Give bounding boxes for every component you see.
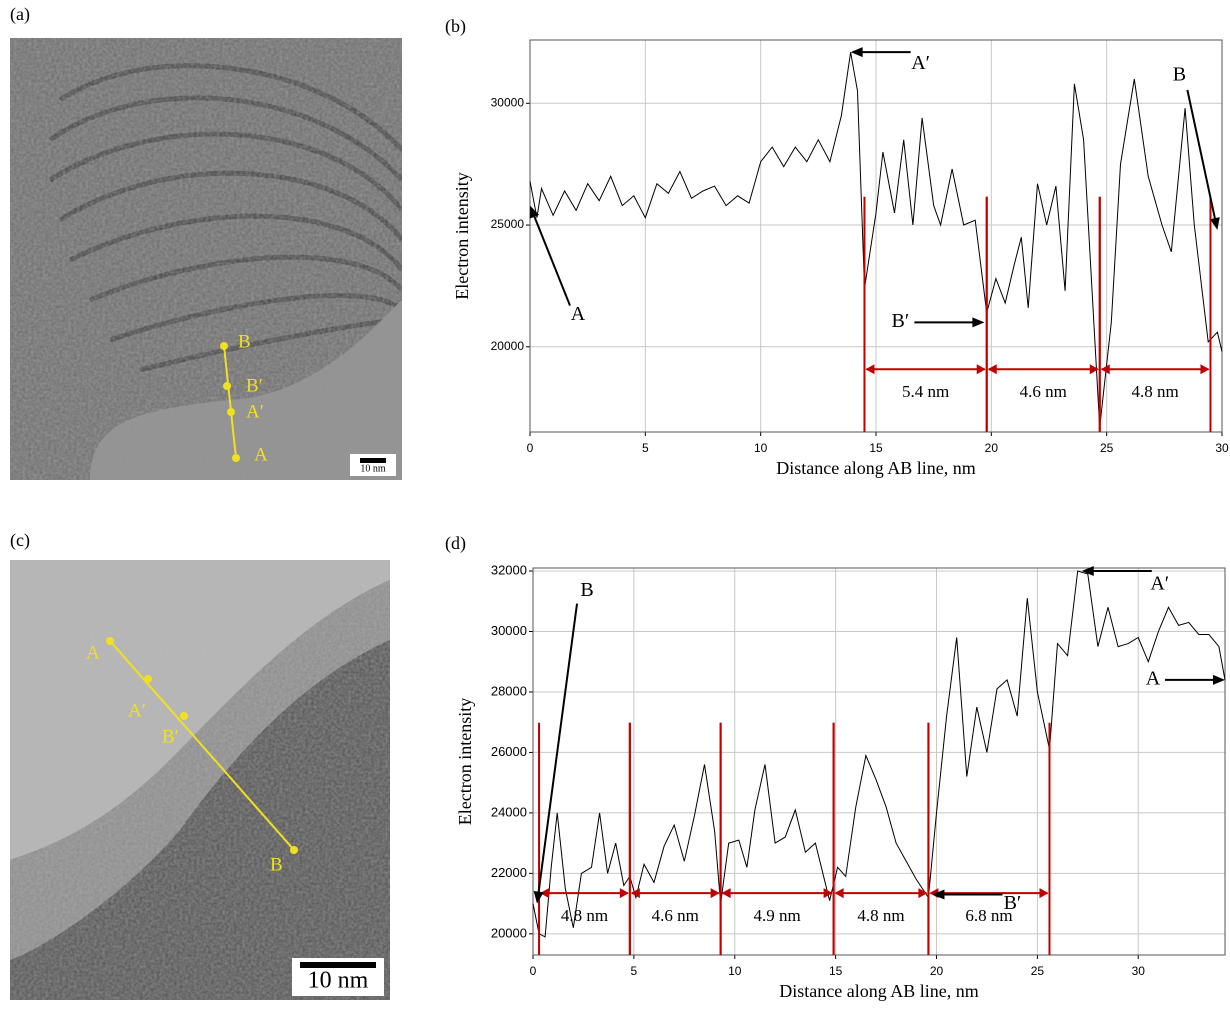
x-tick-label: 10: [728, 964, 742, 978]
x-tick-label: 15: [869, 441, 883, 455]
x-tick-label: 25: [1100, 441, 1114, 455]
arrow-head: [850, 47, 863, 58]
annotation-label: B′: [1004, 892, 1022, 914]
arrow-head: [540, 888, 629, 899]
x-tick-label: 5: [642, 441, 649, 455]
interval-label: 4.8 nm: [857, 906, 904, 925]
y-tick-label: 30000: [491, 623, 527, 638]
point-label: B: [270, 854, 283, 875]
x-tick-label: 25: [1031, 964, 1045, 978]
annotation-label: A′: [911, 52, 930, 74]
annotation-label: A: [1146, 667, 1161, 689]
y-tick-label: 20000: [491, 339, 525, 353]
point-label: A: [254, 444, 268, 465]
x-tick-label: 10: [754, 441, 768, 455]
interval-label: 4.8 nm: [561, 906, 608, 925]
y-tick-label: 20000: [491, 925, 527, 940]
x-tick-label: 30: [1215, 441, 1229, 455]
y-tick-label: 32000: [491, 562, 527, 577]
point-label: A: [86, 642, 100, 663]
panel-label: (d): [445, 533, 466, 554]
tem-image: [10, 38, 402, 480]
x-axis-label: Distance along AB line, nm: [779, 981, 978, 1001]
plot-area: [533, 568, 1225, 955]
annotation-label: B: [1173, 64, 1186, 86]
scale-label: 10 nm: [308, 968, 369, 994]
annotation-label: B: [580, 579, 593, 601]
y-tick-label: 30000: [491, 95, 525, 109]
panel-label: (c): [10, 530, 30, 551]
x-axis-label: Distance along AB line, nm: [776, 458, 975, 478]
point-label: B′: [246, 375, 263, 396]
arrow-head: [972, 317, 985, 328]
scale-label: 10 nm: [360, 463, 386, 474]
arrow-head: [1081, 566, 1094, 577]
x-tick-label: 0: [527, 441, 534, 455]
x-tick-label: 5: [631, 964, 638, 978]
panel-label: (a): [10, 4, 30, 25]
interval-label: 4.8 nm: [1131, 382, 1178, 401]
x-tick-label: 30: [1132, 964, 1146, 978]
annotation-label: A: [571, 303, 586, 325]
annotation-arrow: [532, 212, 571, 306]
plot-frame: [529, 39, 1223, 433]
annotation-arrow: [537, 603, 579, 896]
y-tick-label: 24000: [491, 804, 527, 819]
interval-label: 4.6 nm: [652, 906, 699, 925]
interval-label: 4.6 nm: [1020, 382, 1067, 401]
annotation-arrow: [1186, 89, 1217, 223]
y-tick-label: 22000: [491, 865, 527, 880]
x-tick-label: 0: [530, 964, 537, 978]
y-axis-label: Electron intensity: [452, 172, 472, 299]
interval-label: 6.8 nm: [965, 906, 1012, 925]
point-label: B′: [162, 726, 179, 747]
x-tick-label: 15: [829, 964, 843, 978]
point-label: A′: [246, 401, 264, 422]
annotation-label: B′: [892, 310, 910, 332]
arrow-head: [1213, 674, 1225, 685]
y-axis-label: Electron intensity: [455, 698, 475, 825]
y-tick-label: 26000: [491, 744, 527, 759]
data-line: [532, 570, 1226, 938]
y-tick-label: 25000: [491, 217, 525, 231]
arrow-head: [529, 205, 540, 219]
plot-frame: [532, 567, 1226, 956]
x-tick-label: 20: [930, 964, 944, 978]
interval-label: 5.4 nm: [902, 382, 949, 401]
arrow-head: [932, 889, 945, 900]
arrow-head: [1209, 217, 1220, 230]
arrow-head: [533, 891, 544, 904]
y-tick-label: 28000: [491, 683, 527, 698]
arrow-head: [630, 888, 720, 899]
point-label: A′: [128, 700, 146, 721]
point-label: B: [238, 331, 251, 352]
x-tick-label: 20: [985, 441, 999, 455]
tem-image: [10, 560, 390, 1000]
panel-label: (b): [445, 16, 466, 37]
interval-label: 4.9 nm: [753, 906, 800, 925]
annotation-label: A′: [1150, 573, 1169, 595]
